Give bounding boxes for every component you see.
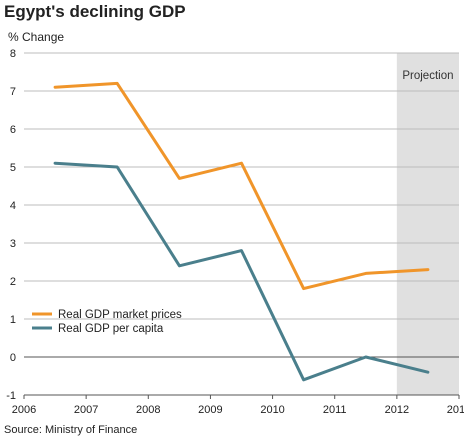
y-tick-label: 5 [10, 162, 16, 174]
x-tick-label: 2010 [260, 404, 284, 416]
y-tick-label: 3 [10, 238, 16, 250]
legend-label: Real GDP market prices [58, 309, 182, 321]
y-tick-label: 8 [10, 48, 16, 60]
y-tick-label: 2 [10, 276, 16, 288]
legend-label: Real GDP per capita [58, 323, 164, 335]
x-tick-label: 2012 [385, 404, 409, 416]
projection-band [396, 53, 459, 395]
source-note: Source: Ministry of Finance [4, 424, 138, 436]
y-tick-label: 4 [10, 200, 16, 212]
y-tick-label: 7 [10, 86, 16, 98]
chart-title: Egypt's declining GDP [4, 2, 186, 21]
series-line-1 [53, 81, 430, 291]
y-tick-label: 6 [10, 124, 16, 136]
x-tick-label: 2009 [198, 404, 222, 416]
y-tick-label: 0 [10, 352, 16, 364]
x-tick-label: 2011 [323, 404, 347, 416]
line-chart: Projection -1 0 1 2 3 4 5 6 7 8 2006 2007 2008 2009 2… [6, 48, 464, 416]
y-tick-label: 1 [10, 314, 16, 326]
y-axis-label: % Change [8, 30, 65, 44]
y-tick-label: -1 [6, 390, 16, 402]
x-tick-label: 2007 [74, 404, 98, 416]
x-tick-label: 2008 [136, 404, 160, 416]
series-line-2 [53, 161, 430, 382]
x-tick-label: 2006 [12, 404, 36, 416]
projection-label: Projection [402, 70, 453, 82]
x-tick-label: 2013 [447, 404, 464, 416]
